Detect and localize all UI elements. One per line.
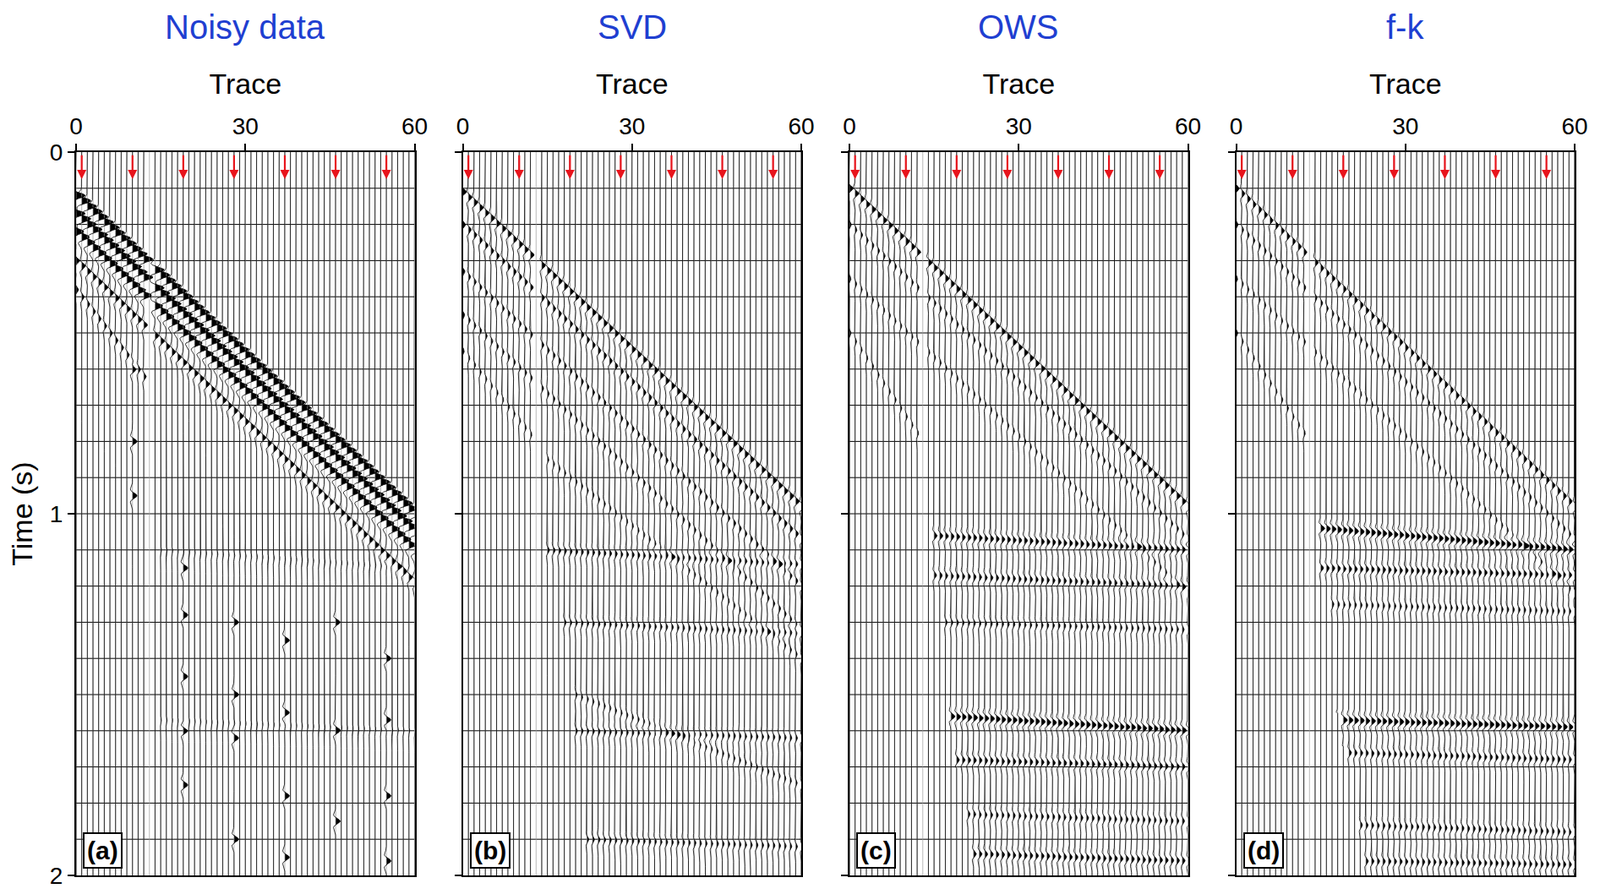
- svg-text:30: 30: [1005, 113, 1033, 140]
- svg-text:0: 0: [69, 113, 83, 140]
- svg-text:Trace: Trace: [595, 67, 669, 100]
- svg-text:0: 0: [49, 139, 64, 166]
- svg-text:0: 0: [1229, 113, 1244, 140]
- svg-text:60: 60: [787, 113, 814, 140]
- svg-text:60: 60: [1561, 113, 1588, 140]
- svg-text:(d): (d): [1247, 836, 1280, 865]
- svg-text:0: 0: [842, 113, 857, 140]
- svg-text:Trace: Trace: [1369, 67, 1442, 100]
- svg-text:0: 0: [456, 113, 470, 140]
- svg-text:(b): (b): [474, 836, 507, 865]
- svg-text:Time (s): Time (s): [5, 461, 39, 566]
- svg-text:f-k: f-k: [1386, 8, 1425, 46]
- svg-text:60: 60: [1174, 113, 1202, 140]
- svg-text:60: 60: [401, 113, 428, 140]
- svg-text:30: 30: [232, 113, 259, 140]
- svg-text:Trace: Trace: [208, 67, 282, 100]
- svg-text:Trace: Trace: [982, 67, 1055, 100]
- svg-text:1: 1: [49, 501, 64, 528]
- svg-text:30: 30: [1392, 113, 1419, 140]
- svg-text:(c): (c): [860, 836, 892, 865]
- svg-text:Noisy data: Noisy data: [164, 8, 326, 46]
- svg-text:30: 30: [618, 113, 645, 140]
- svg-text:SVD: SVD: [597, 8, 667, 46]
- svg-text:OWS: OWS: [977, 8, 1060, 46]
- svg-text:2: 2: [49, 862, 64, 890]
- svg-text:(a): (a): [87, 836, 119, 865]
